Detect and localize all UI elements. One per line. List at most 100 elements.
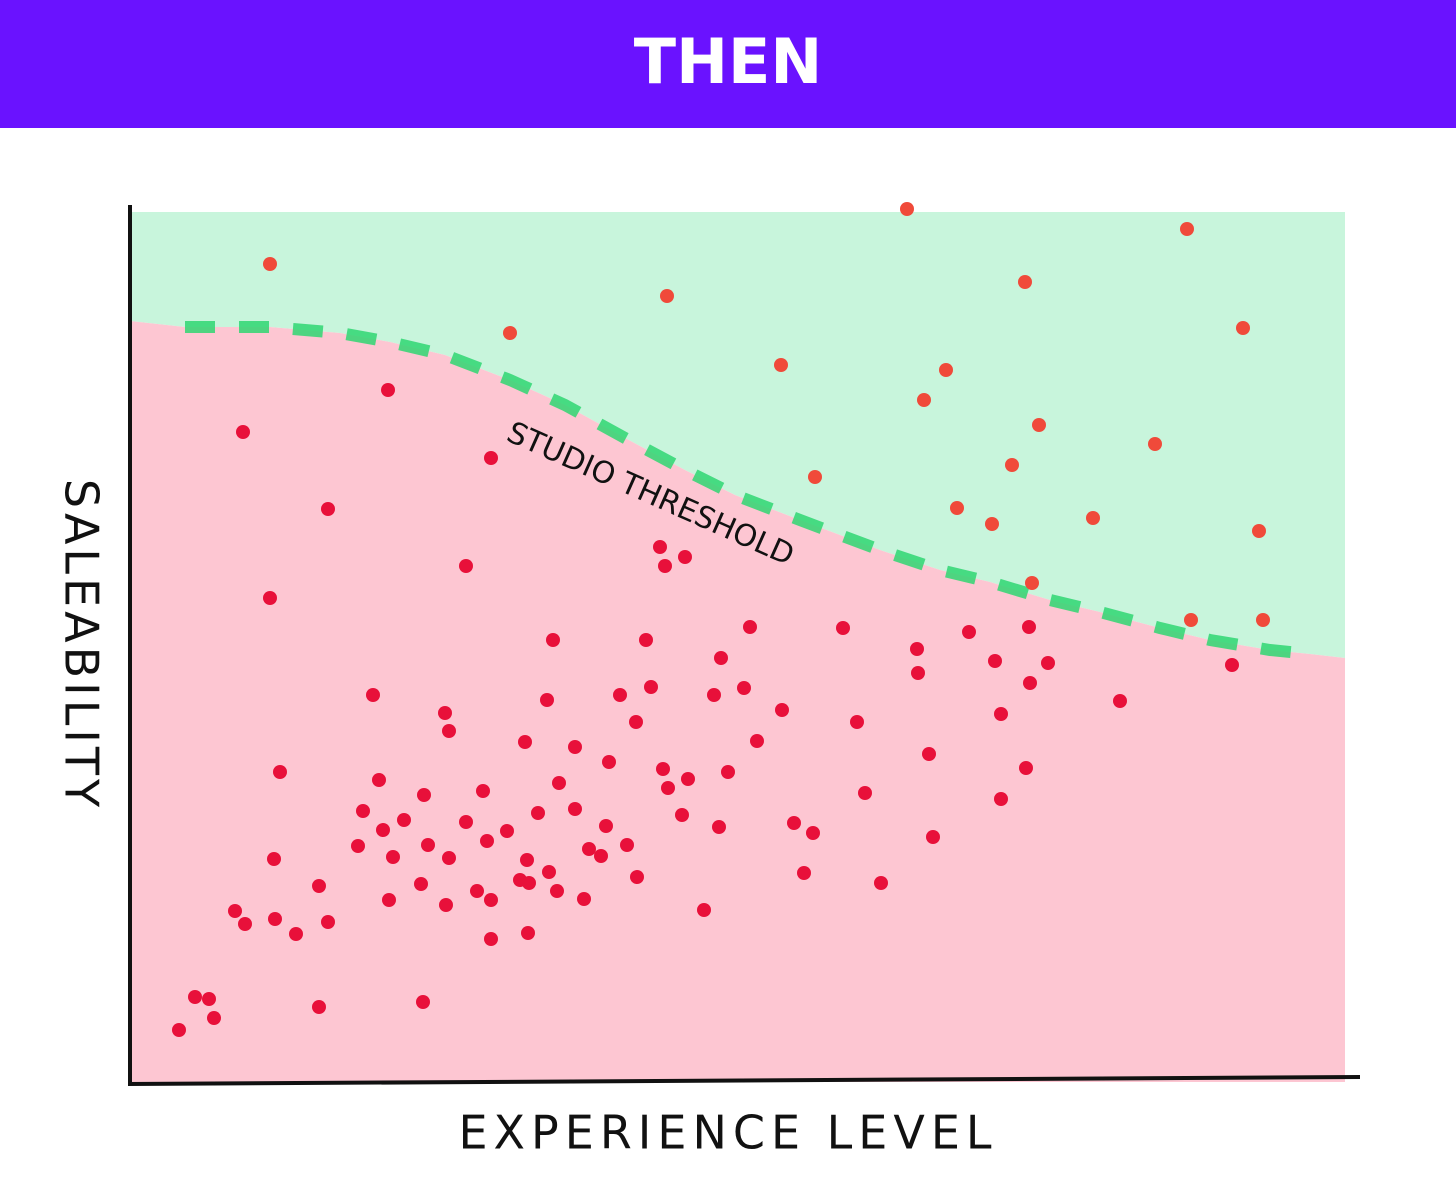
data-point (321, 502, 335, 516)
data-point (442, 724, 456, 738)
data-point (381, 383, 395, 397)
data-point (1032, 418, 1046, 432)
data-point (737, 681, 751, 695)
data-point (775, 703, 789, 717)
data-point (312, 1000, 326, 1014)
data-point (926, 830, 940, 844)
data-point (439, 898, 453, 912)
data-point (289, 927, 303, 941)
data-point (386, 850, 400, 864)
data-point (787, 816, 801, 830)
data-point (653, 540, 667, 554)
data-point (743, 620, 757, 634)
data-point (520, 853, 534, 867)
data-point (459, 559, 473, 573)
data-point (172, 1023, 186, 1037)
data-point (550, 884, 564, 898)
data-point (620, 838, 634, 852)
data-point (994, 707, 1008, 721)
data-point (678, 550, 692, 564)
data-point (1018, 275, 1032, 289)
data-point (797, 866, 811, 880)
data-point (939, 363, 953, 377)
data-point (985, 517, 999, 531)
data-point (714, 651, 728, 665)
data-point (238, 917, 252, 931)
data-point (568, 802, 582, 816)
data-point (416, 995, 430, 1009)
area-below (130, 321, 1345, 1082)
data-point (1041, 656, 1055, 670)
data-point (1225, 658, 1239, 672)
data-point (263, 591, 277, 605)
data-point (552, 776, 566, 790)
data-point (522, 876, 536, 890)
data-point (207, 1011, 221, 1025)
data-point (582, 842, 596, 856)
data-point (656, 762, 670, 776)
data-point (202, 992, 216, 1006)
data-point (480, 834, 494, 848)
data-point (476, 784, 490, 798)
data-point (994, 792, 1008, 806)
data-point (540, 693, 554, 707)
data-point (658, 559, 672, 573)
data-point (484, 451, 498, 465)
data-point (356, 804, 370, 818)
data-point (351, 839, 365, 853)
data-point (484, 893, 498, 907)
data-point (577, 892, 591, 906)
data-point (273, 765, 287, 779)
data-point (661, 781, 675, 795)
data-point (1184, 613, 1198, 627)
data-point (503, 326, 517, 340)
data-point (1113, 694, 1127, 708)
data-point (599, 819, 613, 833)
data-point (421, 838, 435, 852)
x-axis-label: EXPERIENCE LEVEL (458, 1106, 997, 1160)
data-point (382, 893, 396, 907)
data-point (1180, 222, 1194, 236)
data-point (613, 688, 627, 702)
data-point (228, 904, 242, 918)
data-point (712, 820, 726, 834)
data-point (470, 884, 484, 898)
data-point (639, 633, 653, 647)
data-point (1022, 620, 1036, 634)
data-point (518, 735, 532, 749)
data-point (660, 289, 674, 303)
data-point (721, 765, 735, 779)
data-point (263, 257, 277, 271)
data-point (988, 654, 1002, 668)
data-point (922, 747, 936, 761)
data-point (629, 715, 643, 729)
data-point (858, 786, 872, 800)
data-point (236, 425, 250, 439)
data-point (267, 852, 281, 866)
data-point (542, 865, 556, 879)
data-point (874, 876, 888, 890)
data-point (900, 202, 914, 216)
area-above (130, 212, 1345, 658)
data-point (1256, 613, 1270, 627)
data-point (917, 393, 931, 407)
data-point (594, 849, 608, 863)
data-point (808, 470, 822, 484)
data-point (697, 903, 711, 917)
data-point (531, 806, 545, 820)
data-point (500, 824, 514, 838)
data-point (774, 358, 788, 372)
data-point (459, 815, 473, 829)
data-point (950, 501, 964, 515)
data-point (850, 715, 864, 729)
data-point (1025, 576, 1039, 590)
data-point (681, 772, 695, 786)
data-point (1236, 321, 1250, 335)
data-point (372, 773, 386, 787)
data-point (707, 688, 721, 702)
data-point (962, 625, 976, 639)
data-point (417, 788, 431, 802)
threshold-line (185, 321, 1311, 660)
chart-title: THEN (634, 25, 822, 98)
plot-area (130, 202, 1345, 1082)
